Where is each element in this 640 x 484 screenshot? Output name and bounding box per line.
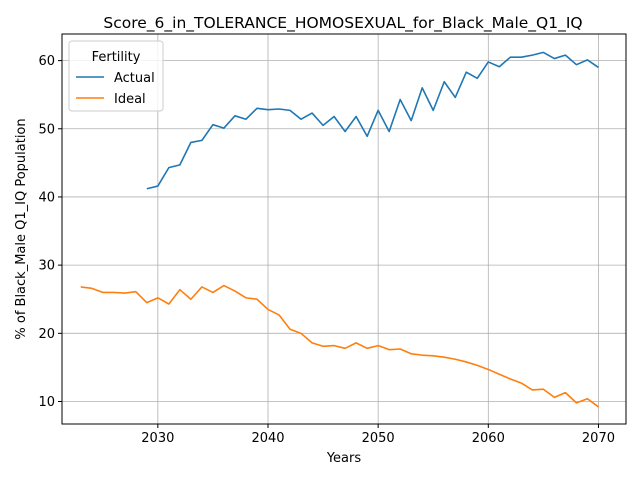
y-axis-label: % of Black_Male Q1_IQ Population [14,118,29,339]
y-tick-label: 10 [38,395,55,410]
x-tick-label: 2070 [582,431,615,446]
legend-box [68,40,164,112]
legend-title: Fertility [92,50,141,65]
x-tick-label: 2060 [472,431,505,446]
series-line-actual [146,51,599,190]
y-tick-label: 30 [38,259,55,274]
x-tick-label: 2050 [362,431,395,446]
y-tick-label: 60 [38,54,55,69]
x-axis-label: Years [326,451,362,466]
x-tick-label: 2040 [251,431,284,446]
chart-title: Score_6_in_TOLERANCE_HOMOSEXUAL_for_Blac… [103,14,582,33]
legend-label-actual: Actual [114,71,155,86]
legend: Fertility Actual Ideal [68,40,164,112]
plot-frame [61,33,627,425]
legend-label-ideal: Ideal [114,92,146,107]
series-lines [80,51,599,408]
y-tick-label: 40 [38,190,55,205]
y-tick-label: 20 [38,327,55,342]
series-line-ideal [80,284,599,408]
y-tick-label: 50 [38,122,55,137]
x-tick-label: 2030 [141,431,174,446]
